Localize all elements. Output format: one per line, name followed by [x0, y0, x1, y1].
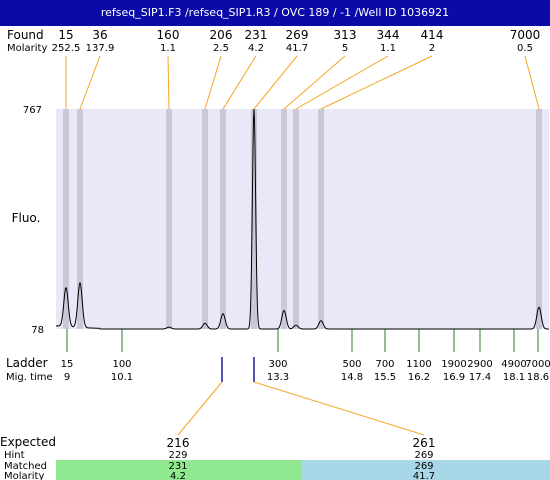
ladder-label: Ladder — [6, 356, 48, 370]
found-size: 269 — [286, 28, 309, 42]
peak-band — [166, 109, 172, 329]
found-size: 313 — [334, 28, 357, 42]
matched-cell-2 — [302, 460, 550, 480]
ladder-size: 4900 — [501, 359, 526, 370]
peak-band — [293, 109, 299, 329]
found-size: 344 — [377, 28, 400, 42]
found-size: 7000 — [510, 28, 541, 42]
ladder-size: 7000 — [525, 359, 550, 370]
expected-size: 216 — [167, 436, 190, 450]
found-molarity: 4.2 — [248, 43, 264, 54]
ladder-size: 2900 — [467, 359, 492, 370]
found-size: 206 — [210, 28, 233, 42]
found-molarity: 5 — [342, 43, 348, 54]
molarity-label: Molarity — [7, 43, 47, 54]
ladder-size: 1100 — [406, 359, 431, 370]
molarity-bottom-label: Molarity — [4, 471, 44, 480]
ladder-mig-time: 17.4 — [469, 372, 491, 383]
ladder-size: 15 — [61, 359, 74, 370]
found-label: Found — [7, 28, 44, 42]
found-connector — [79, 55, 101, 110]
expected-connector — [177, 381, 223, 436]
mig-time-label: Mig. time — [6, 372, 53, 383]
expected-matched: 231 — [168, 461, 187, 472]
found-molarity: 137.9 — [86, 43, 115, 54]
found-molarity: 2 — [429, 43, 435, 54]
ladder-size: 100 — [112, 359, 131, 370]
found-molarity: 2.5 — [213, 43, 229, 54]
matched-cell-1 — [56, 460, 302, 480]
ladder-mig-time: 18.6 — [527, 372, 549, 383]
ladder-mig-time: 13.3 — [267, 372, 289, 383]
found-connector — [253, 55, 298, 110]
y-axis-label: Fluo. — [12, 211, 41, 225]
ladder-size: 300 — [268, 359, 287, 370]
found-connector — [524, 55, 540, 110]
ladder-mig-time: 10.1 — [111, 372, 133, 383]
found-molarity: 0.5 — [517, 43, 533, 54]
found-size: 160 — [157, 28, 180, 42]
expected-molarity: 4.2 — [170, 471, 186, 480]
found-molarity: 41.7 — [286, 43, 308, 54]
found-connector — [295, 55, 389, 110]
ladder-size: 500 — [342, 359, 361, 370]
found-size: 414 — [421, 28, 444, 42]
ladder-mig-time: 18.1 — [503, 372, 525, 383]
peak-band — [281, 109, 287, 329]
found-connector — [320, 55, 433, 110]
found-size: 231 — [245, 28, 268, 42]
expected-molarity: 41.7 — [413, 471, 435, 480]
found-connector — [283, 55, 346, 110]
ladder-size: 700 — [375, 359, 394, 370]
plot-background — [56, 109, 549, 329]
found-size: 36 — [92, 28, 107, 42]
peak-band — [63, 109, 69, 329]
expected-connector — [253, 381, 425, 436]
y-tick-label-top: 767 — [23, 105, 42, 116]
ladder-mig-time: 14.8 — [341, 372, 363, 383]
ladder-mig-time: 16.9 — [443, 372, 465, 383]
fluorescence-trace — [55, 108, 549, 330]
found-molarity: 1.1 — [380, 43, 396, 54]
found-connector — [222, 55, 257, 110]
expected-hint: 229 — [168, 450, 187, 461]
found-size: 15 — [58, 28, 73, 42]
peak-band — [536, 109, 542, 329]
hint-label: Hint — [4, 450, 25, 461]
peak-band — [220, 109, 226, 329]
y-tick-label-bottom: 78 — [31, 325, 44, 336]
found-connector — [204, 55, 222, 110]
ladder-size: 1900 — [441, 359, 466, 370]
ladder-mig-time: 15.5 — [374, 372, 396, 383]
expected-matched: 269 — [414, 461, 433, 472]
found-molarity: 252.5 — [52, 43, 81, 54]
peak-band — [202, 109, 208, 329]
found-molarity: 1.1 — [160, 43, 176, 54]
window-title: refseq_SIP1.F3 /refseq_SIP1.R3 / OVC 189… — [0, 0, 550, 26]
ladder-mig-time: 16.2 — [408, 372, 430, 383]
expected-hint: 269 — [414, 450, 433, 461]
peak-band — [77, 109, 83, 329]
found-connector — [167, 55, 170, 110]
peak-band — [318, 109, 324, 329]
ladder-mig-time: 9 — [64, 372, 70, 383]
expected-label: Expected — [0, 435, 56, 449]
matched-label: Matched — [4, 461, 47, 472]
peak-band — [251, 109, 257, 329]
expected-size: 261 — [413, 436, 436, 450]
